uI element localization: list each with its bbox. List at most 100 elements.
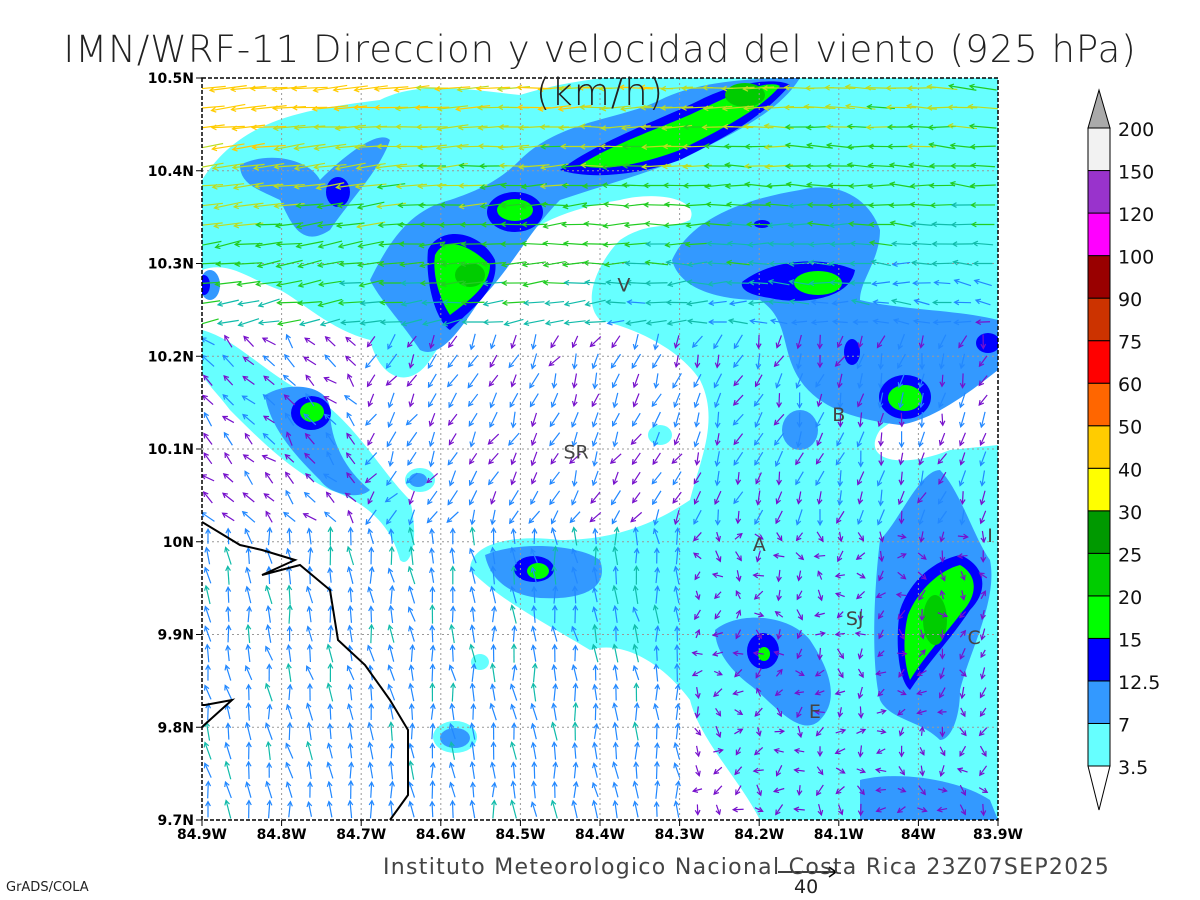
- wind-arrow: [856, 353, 865, 370]
- wind-arrow: [632, 721, 639, 741]
- wind-arrow: [530, 412, 538, 428]
- wind-arrow: [755, 353, 762, 370]
- wind-arrow: [611, 335, 621, 349]
- wind-arrow: [897, 553, 907, 559]
- wind-arrow: [732, 394, 744, 406]
- wind-arrow: [571, 547, 579, 564]
- wind-arrow: [530, 547, 538, 564]
- wind-arrow: [237, 300, 260, 307]
- wind-arrow: [953, 299, 972, 306]
- wind-arrow: [551, 565, 558, 585]
- wind-arrow: [734, 728, 744, 735]
- wind-arrow: [387, 624, 395, 643]
- wind-arrow: [785, 181, 813, 188]
- wind-arrow: [837, 412, 844, 428]
- wind-arrow: [346, 411, 355, 427]
- wind-arrow: [837, 470, 844, 487]
- wind-arrow: [408, 354, 415, 369]
- wind-arrow: [479, 182, 507, 190]
- wind-arrow: [939, 531, 945, 543]
- legend-swatch: [1087, 467, 1111, 512]
- wind-arrow: [796, 491, 803, 505]
- legend-level-label: 200: [1118, 119, 1154, 141]
- wind-arrow: [673, 412, 680, 428]
- wind-arrow: [693, 532, 702, 542]
- wind-arrow: [490, 721, 497, 740]
- legend-level-label: 30: [1118, 502, 1142, 524]
- wind-arrow: [326, 450, 335, 466]
- wind-arrow: [500, 182, 527, 189]
- wind-arrow: [521, 261, 547, 268]
- wind-arrow: [602, 201, 628, 208]
- wind-arrow: [694, 590, 701, 601]
- wind-arrow: [916, 709, 927, 715]
- wind-arrow: [642, 201, 670, 208]
- wind-arrow: [459, 261, 486, 268]
- wind-arrow: [491, 605, 497, 623]
- y-tick-label: 9.9N: [157, 628, 194, 644]
- wind-arrow: [979, 510, 987, 525]
- wind-arrow: [571, 799, 578, 819]
- wind-arrow: [251, 144, 286, 151]
- wind-arrow: [386, 470, 397, 486]
- wind-arrow: [847, 221, 873, 227]
- wind-arrow: [653, 373, 660, 389]
- wind-arrow: [855, 552, 866, 561]
- wind-arrow: [928, 182, 956, 189]
- wind-arrow: [540, 201, 569, 208]
- wind-arrow: [286, 643, 292, 662]
- wind-arrow: [918, 411, 925, 429]
- wind-arrow: [264, 584, 273, 605]
- wind-arrow: [898, 668, 905, 678]
- wind-arrow: [211, 183, 245, 190]
- wind-arrow: [938, 392, 947, 409]
- wind-arrow: [232, 202, 264, 210]
- wind-arrow: [563, 279, 586, 286]
- wind-arrow: [752, 767, 764, 774]
- wind-arrow: [205, 780, 212, 799]
- wind-arrow: [490, 683, 496, 701]
- wind-arrow: [448, 335, 458, 349]
- wind-arrow: [291, 85, 328, 92]
- wind-arrow: [790, 319, 808, 326]
- wind-arrow: [224, 780, 232, 799]
- wind-arrow: [775, 765, 783, 777]
- wind-arrow: [938, 432, 946, 447]
- wind-arrow: [347, 586, 354, 603]
- wind-arrow: [931, 260, 953, 267]
- legend-under-arrow: [1087, 765, 1111, 811]
- wind-arrow: [956, 553, 968, 559]
- wind-arrow: [261, 337, 276, 346]
- wind-arrow: [814, 611, 825, 618]
- wind-arrow: [796, 392, 803, 409]
- wind-arrow: [970, 162, 996, 169]
- wind-arrow: [702, 105, 733, 112]
- wind-arrow: [654, 779, 661, 799]
- wind-arrow: [684, 241, 710, 248]
- wind-arrow: [429, 761, 436, 779]
- y-tick-label: 10.4N: [148, 164, 194, 180]
- legend-level-label: 7: [1118, 714, 1130, 736]
- wind-arrow: [952, 259, 973, 266]
- wind-arrow: [856, 471, 865, 486]
- wind-arrow: [202, 202, 223, 207]
- x-tick-label: 84.9W: [177, 827, 227, 843]
- wind-arrow: [417, 183, 447, 190]
- wind-arrow: [895, 592, 907, 598]
- wind-arrow: [836, 432, 845, 447]
- wind-arrow: [510, 374, 517, 388]
- legend-swatch: [1087, 127, 1111, 172]
- wind-arrow: [889, 220, 913, 228]
- wind-arrow: [271, 105, 307, 112]
- wind-arrow: [202, 318, 219, 327]
- wind-arrow: [815, 452, 824, 465]
- wind-arrow: [489, 702, 497, 721]
- wind-arrow: [569, 453, 581, 465]
- wind-arrow: [788, 298, 810, 305]
- wind-arrow: [831, 300, 849, 306]
- wind-arrow: [448, 722, 456, 740]
- wind-arrow: [913, 298, 930, 306]
- wind-arrow: [562, 240, 587, 247]
- wind-arrow: [389, 584, 395, 604]
- wind-arrow: [265, 624, 272, 643]
